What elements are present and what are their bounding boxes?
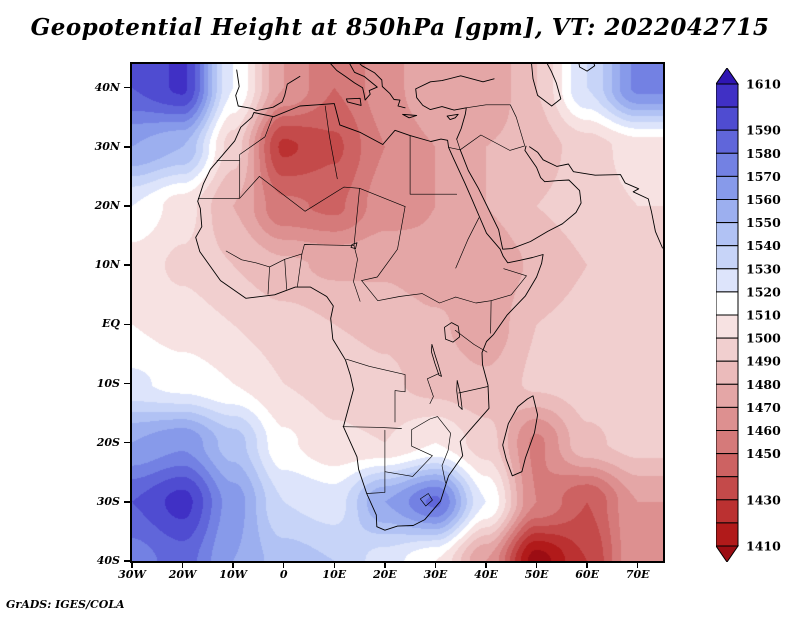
y-tick-mark xyxy=(124,86,130,89)
y-tick-mark xyxy=(124,264,130,266)
x-tick-label: 30W xyxy=(118,568,146,581)
colorbar-label: 1460 xyxy=(746,423,781,438)
y-tick-mark xyxy=(124,382,130,385)
colorbar-extreme-high xyxy=(716,68,739,85)
x-tick-mark xyxy=(181,563,184,568)
x-tick-mark xyxy=(535,563,538,568)
x-tick-mark xyxy=(333,563,336,568)
colorbar-band xyxy=(716,406,739,431)
x-tick-mark xyxy=(131,563,133,568)
colorbar-band xyxy=(716,199,739,224)
colorbar-label: 1450 xyxy=(746,446,781,461)
x-tick-label: 0 xyxy=(279,568,288,581)
colorbar-band xyxy=(716,83,739,108)
colorbar-label: 1570 xyxy=(746,169,781,184)
colorbar-band xyxy=(716,453,739,478)
x-tick-mark xyxy=(434,563,437,568)
colorbar-band xyxy=(716,360,739,385)
colorbar-band xyxy=(716,268,739,293)
colorbar-band xyxy=(716,245,739,270)
colorbar-label: 1530 xyxy=(746,261,781,276)
colorbar-band xyxy=(716,383,739,408)
y-tick-label: 10S xyxy=(96,376,120,390)
colorbar-band xyxy=(716,291,739,316)
colorbar-label: 1520 xyxy=(746,284,781,299)
y-tick-label: 40S xyxy=(96,554,120,567)
y-tick-label: 30S xyxy=(96,494,120,508)
x-tick-label: 40E xyxy=(474,568,498,581)
colorbar-band xyxy=(716,222,739,247)
colorbar-label: 1510 xyxy=(746,308,781,323)
x-tick-label: 70E xyxy=(625,568,650,581)
contour-fill-canvas xyxy=(132,64,663,561)
colorbar-label: 1410 xyxy=(746,539,781,554)
colorbar-label: 1580 xyxy=(746,146,781,161)
colorbar-label: 1540 xyxy=(746,238,781,253)
x-tick-mark xyxy=(636,563,639,568)
y-tick-mark xyxy=(124,323,130,326)
colorbar-band xyxy=(716,499,739,524)
colorbar-band xyxy=(716,106,739,131)
x-tick-mark xyxy=(586,563,588,568)
chart-title: Geopotential Height at 850hPa [gpm], VT:… xyxy=(30,14,770,41)
colorbar-label: 1490 xyxy=(746,354,781,369)
x-tick-label: 50E xyxy=(524,568,549,581)
colorbar-band xyxy=(716,522,739,547)
colorbar-band xyxy=(716,175,739,201)
y-tick-mark xyxy=(124,560,130,562)
x-tick-label: 20E xyxy=(372,568,397,581)
x-tick-mark xyxy=(232,563,234,568)
colorbar-label: 1480 xyxy=(746,377,781,392)
colorbar-band xyxy=(716,129,739,154)
plot-area xyxy=(130,62,665,563)
colorbar-label: 1470 xyxy=(746,400,781,415)
x-tick-mark xyxy=(485,563,487,568)
colorbar: 1610 1590 1580 1570 1560 1550 1540 1530 1520 1510… xyxy=(716,68,781,562)
colorbar-band xyxy=(716,337,739,362)
colorbar-label: 1500 xyxy=(746,331,781,346)
y-tick-label: 20S xyxy=(96,435,120,449)
y-tick-mark xyxy=(124,146,130,148)
x-tick-label: 10W xyxy=(219,568,247,581)
y-tick-mark xyxy=(124,501,130,503)
x-tick-label: 60E xyxy=(575,568,599,581)
colorbar-label: 1590 xyxy=(746,123,781,138)
colorbar-label: 1610 xyxy=(746,77,781,92)
colorbar-label: 1560 xyxy=(746,192,781,207)
colorbar-band xyxy=(716,430,739,455)
y-tick-label: EQ xyxy=(102,317,120,331)
colorbar-band xyxy=(716,152,739,177)
y-tick-label: 20N xyxy=(94,199,120,212)
x-tick-mark xyxy=(384,563,386,568)
y-tick-mark xyxy=(124,205,130,207)
y-tick-label: 30N xyxy=(94,139,120,153)
colorbar-extreme-low xyxy=(716,545,739,562)
y-tick-label: 40N xyxy=(94,80,120,94)
x-tick-label: 20W xyxy=(168,568,197,581)
y-tick-label: 10N xyxy=(94,258,120,272)
colorbar-band xyxy=(716,314,739,339)
colorbar-band xyxy=(716,476,739,501)
x-tick-mark xyxy=(282,563,285,568)
y-tick-mark xyxy=(124,441,130,444)
footer-credit: GrADS: IGES/COLA xyxy=(6,598,125,611)
x-tick-label: 30E xyxy=(423,568,448,581)
colorbar-label: 1430 xyxy=(746,492,781,507)
x-tick-label: 10E xyxy=(322,568,347,581)
colorbar-label: 1550 xyxy=(746,215,781,230)
